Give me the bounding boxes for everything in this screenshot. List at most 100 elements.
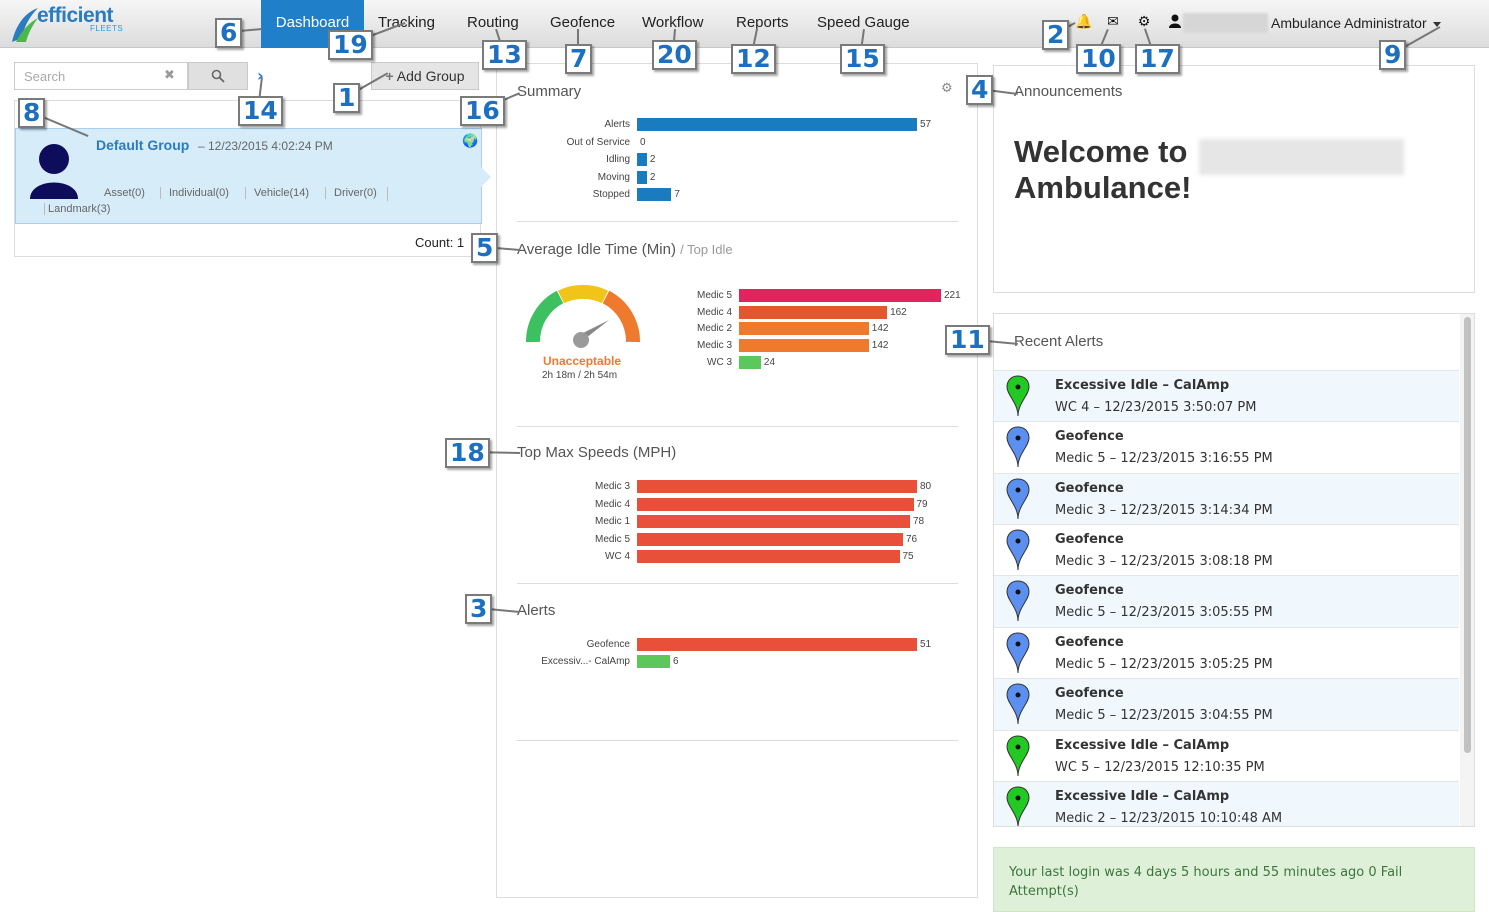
callout-number: 16: [460, 96, 505, 126]
alerts-title: Alerts: [517, 602, 556, 619]
bar[interactable]: [637, 170, 647, 184]
bar-label: Medic 3: [594, 481, 630, 492]
group-stat-asset[interactable]: Asset(0): [104, 187, 145, 199]
alert-title: Excessive Idle – CalAmp: [1055, 789, 1230, 804]
callout-number: 18: [445, 438, 490, 468]
callout-number: 14: [238, 96, 283, 126]
group-stat-landmark[interactable]: Landmark(3): [44, 203, 110, 215]
alert-row[interactable]: Geofence Medic 3 – 12/23/2015 3:14:34 PM: [994, 473, 1459, 525]
globe-icon[interactable]: 🌍: [462, 134, 479, 149]
search-button[interactable]: [188, 62, 248, 90]
map-pin-icon: [1006, 786, 1030, 826]
speeds-title: Top Max Speeds (MPH): [517, 444, 677, 461]
alert-row[interactable]: Geofence Medic 5 – 12/23/2015 3:05:25 PM: [994, 627, 1459, 679]
callout-number: 12: [731, 44, 776, 74]
tab-reports[interactable]: Reports: [736, 14, 789, 31]
bar-value: 6: [672, 656, 679, 667]
add-group-button[interactable]: + Add Group: [371, 62, 479, 90]
bar[interactable]: [739, 289, 941, 302]
tab-workflow[interactable]: Workflow: [642, 14, 704, 31]
alert-title: Geofence: [1055, 583, 1124, 598]
alert-title: Geofence: [1055, 635, 1124, 650]
bar[interactable]: [637, 480, 917, 493]
alert-row[interactable]: Geofence Medic 3 – 12/23/2015 3:08:18 PM: [994, 524, 1459, 576]
bar[interactable]: [739, 355, 761, 369]
bar[interactable]: [637, 515, 910, 528]
group-name[interactable]: Default Group: [96, 137, 190, 153]
map-pin-icon: [1006, 478, 1030, 520]
bar-value: 51: [920, 639, 932, 650]
group-stat-driver[interactable]: Driver(0): [325, 187, 377, 199]
alert-row[interactable]: Geofence Medic 5 – 12/23/2015 3:16:55 PM: [994, 421, 1459, 473]
alert-description: WC 5 – 12/23/2015 12:10:35 PM: [1055, 760, 1265, 775]
bar-label: Out of Service: [566, 136, 630, 148]
callout-number: 6: [215, 18, 243, 48]
tab-tracking[interactable]: Tracking: [378, 14, 435, 31]
welcome-message: Welcome to Ambulance!: [1014, 134, 1191, 206]
bar[interactable]: [637, 550, 900, 563]
bar-label: WC 4: [605, 551, 630, 562]
alert-row[interactable]: Geofence Medic 5 – 12/23/2015 3:05:55 PM: [994, 575, 1459, 627]
bar-value: 79: [916, 498, 928, 510]
summary-settings-gear-icon[interactable]: ⚙: [941, 81, 953, 96]
bar-value: 2: [649, 171, 656, 183]
bar[interactable]: [739, 322, 869, 336]
envelope-icon[interactable]: ✉: [1107, 14, 1119, 30]
callout-number: 1: [333, 83, 361, 113]
expand-panel-chevron-icon[interactable]: ›: [257, 66, 264, 85]
bar[interactable]: [637, 497, 914, 511]
announcements-panel: Announcements Welcome to Ambulance!: [993, 65, 1475, 293]
user-menu[interactable]: Ambulance Administrator: [1271, 15, 1441, 31]
bar-value: 57: [920, 119, 932, 130]
gear-icon[interactable]: ⚙: [1137, 14, 1151, 30]
callout-number: 17: [1135, 44, 1180, 74]
logo-text: efficient: [37, 4, 114, 27]
bar-value: 7: [674, 189, 680, 200]
idle-gauge-icon: [525, 284, 641, 348]
welcome-line-2: Ambulance!: [1014, 170, 1192, 205]
bar-label: WC 3: [707, 356, 732, 368]
callout-number: 20: [652, 40, 697, 70]
group-stat-vehicle[interactable]: Vehicle(14): [245, 187, 309, 199]
bar-label: Stopped: [592, 189, 630, 200]
bar-value: 2: [649, 154, 656, 165]
tab-routing[interactable]: Routing: [467, 14, 519, 31]
alert-description: Medic 3 – 12/23/2015 3:14:34 PM: [1055, 503, 1273, 518]
bar[interactable]: [637, 655, 670, 668]
bar[interactable]: [637, 153, 647, 166]
last-login-message: Your last login was 4 days 5 hours and 5…: [993, 847, 1475, 912]
group-stat-individual[interactable]: Individual(0): [160, 187, 229, 199]
map-pin-icon: [1006, 580, 1030, 622]
alert-row[interactable]: Geofence Medic 5 – 12/23/2015 3:04:55 PM: [994, 678, 1459, 730]
alert-description: Medic 3 – 12/23/2015 3:08:18 PM: [1055, 554, 1273, 569]
alerts-scrollbar-thumb[interactable]: [1464, 317, 1471, 753]
announcements-title: Announcements: [1014, 83, 1123, 100]
bar-label: Excessiv...- CalAmp: [541, 656, 630, 667]
user-name: Ambulance Administrator: [1271, 15, 1427, 31]
callout-number: 10: [1076, 44, 1121, 74]
alert-row[interactable]: Excessive Idle – CalAmp WC 4 – 12/23/2015…: [994, 370, 1459, 422]
bar[interactable]: [637, 638, 917, 651]
group-card-default[interactable]: Default Group – 12/23/2015 4:02:24 PM 🌍 …: [15, 128, 482, 224]
bar[interactable]: [739, 339, 869, 353]
callout-number: 2: [1042, 20, 1070, 50]
bell-icon[interactable]: 🔔: [1075, 14, 1093, 30]
bar[interactable]: [739, 305, 888, 319]
bar-label: Medic 4: [696, 306, 732, 318]
tab-geofence[interactable]: Geofence: [550, 14, 616, 31]
bar[interactable]: [637, 118, 917, 131]
tab-speed-gauge[interactable]: Speed Gauge: [817, 14, 910, 31]
clear-search-icon[interactable]: ✖: [164, 68, 175, 83]
alert-description: Medic 2 – 12/23/2015 10:10:48 AM: [1055, 811, 1283, 826]
bar[interactable]: [637, 532, 903, 546]
callout-number: 13: [482, 40, 527, 70]
alert-title: Geofence: [1055, 532, 1124, 547]
efficient-fleets-logo[interactable]: efficient FLEETS: [10, 2, 123, 46]
alert-row[interactable]: Excessive Idle – CalAmp Medic 2 – 12/23/2…: [994, 781, 1459, 826]
bar[interactable]: [637, 188, 672, 201]
bar-value: 162: [890, 306, 907, 318]
alert-row[interactable]: Excessive Idle – CalAmp WC 5 – 12/23/2015…: [994, 730, 1459, 782]
search-input[interactable]: Search: [14, 62, 188, 90]
bar-label: Moving: [597, 171, 630, 183]
bar-value: 80: [920, 481, 932, 492]
